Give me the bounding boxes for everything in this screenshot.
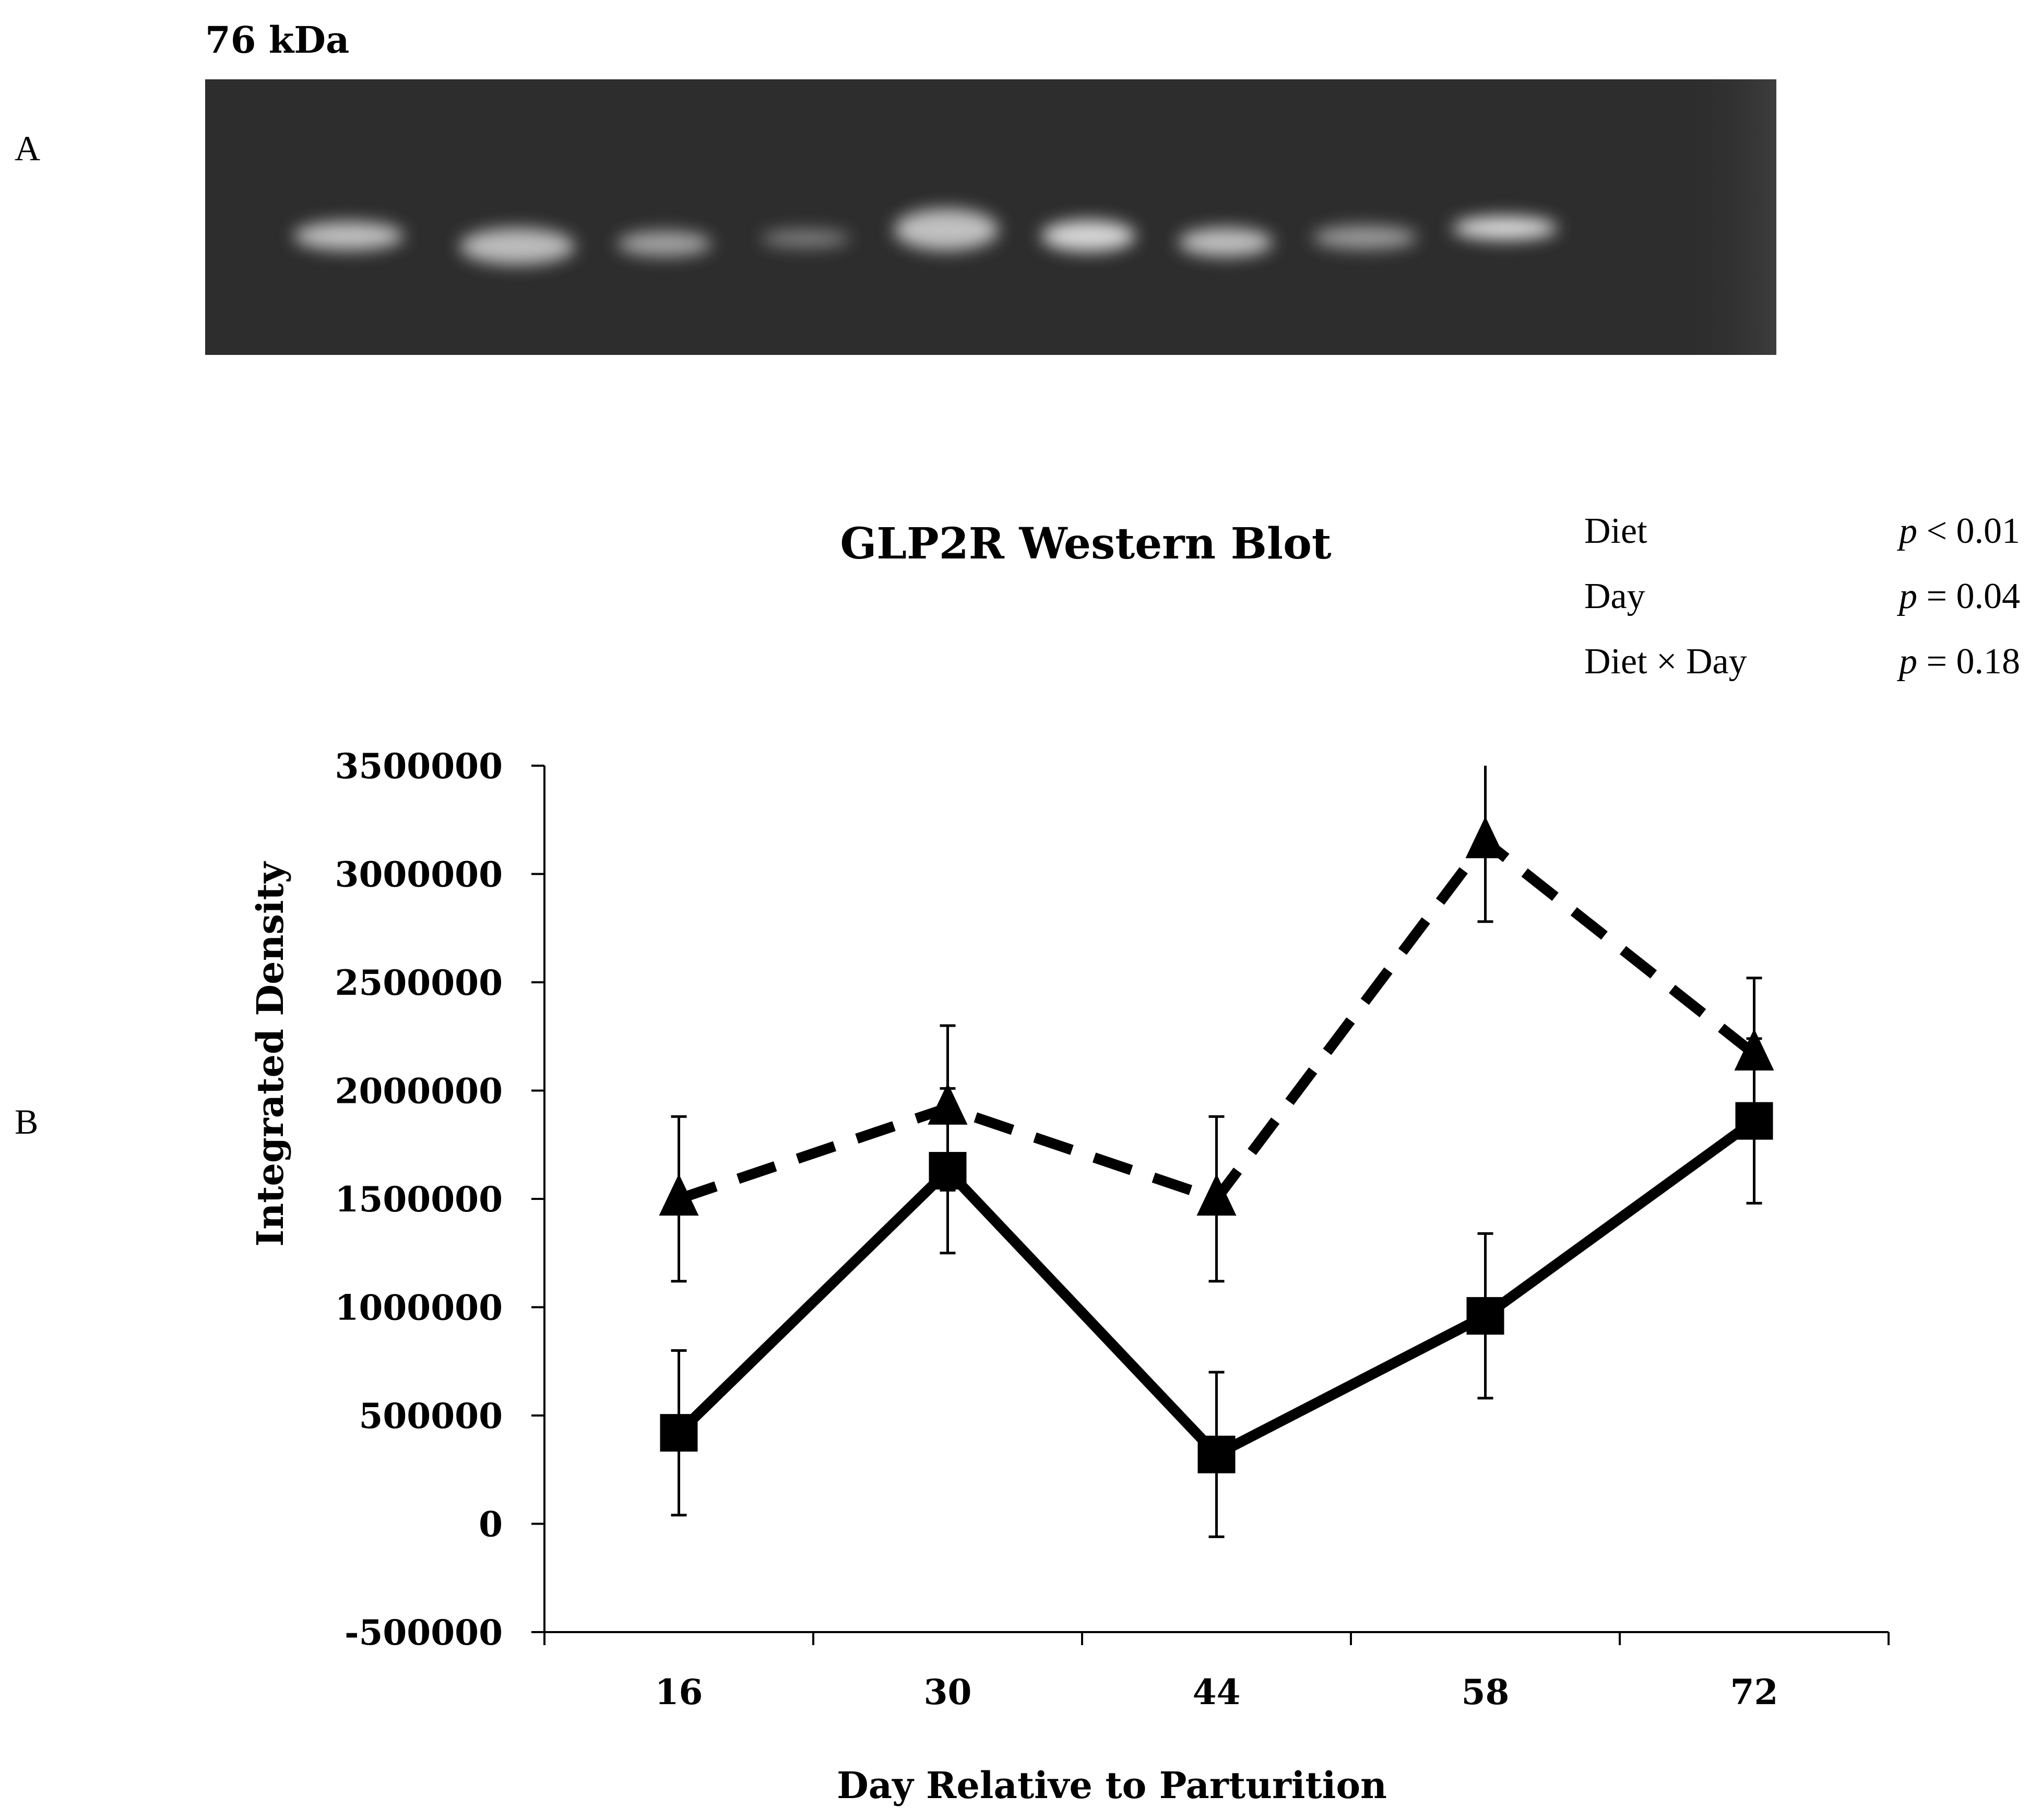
stats-p-value: p < 0.01 <box>1896 511 2020 551</box>
blot-band <box>294 221 404 251</box>
western-blot-image <box>205 79 1776 355</box>
blot-bands <box>294 79 1776 355</box>
data-point-square <box>929 1152 967 1190</box>
stats-p-value: p = 0.04 <box>1896 576 2020 616</box>
data-point-square <box>1735 1102 1773 1140</box>
x-tick-label: 44 <box>1193 1672 1241 1712</box>
x-tick-label: 72 <box>1730 1672 1778 1712</box>
data-point-square <box>660 1414 698 1452</box>
stats-p-value: p = 0.18 <box>1896 641 2020 682</box>
axes: -500000 0 500000 1000000 1500000 2000000 25000… <box>335 746 1890 1712</box>
data-point-triangle <box>1196 1174 1237 1216</box>
y-tick-label: -500000 <box>345 1612 503 1653</box>
series-dashed <box>659 766 1774 1283</box>
x-tick-label: 58 <box>1462 1672 1510 1712</box>
blot-band <box>1179 228 1273 257</box>
y-axis-label: Integrated Density <box>248 861 292 1246</box>
blot-band <box>460 228 575 265</box>
series-layer <box>659 766 1774 1538</box>
y-tick-label: 3000000 <box>335 854 503 895</box>
chart-title: GLP2R Western Blot <box>840 519 1331 569</box>
blot-band <box>1041 220 1135 252</box>
panel-label-a: A <box>15 128 41 168</box>
y-tick-label: 1000000 <box>335 1288 503 1328</box>
x-tick-label: 16 <box>655 1672 703 1712</box>
y-tick-label: 2000000 <box>335 1071 503 1112</box>
x-axis-label: Day Relative to Parturition <box>837 1764 1387 1807</box>
y-tick-label: 1500000 <box>335 1179 503 1220</box>
blot-band <box>894 209 999 251</box>
y-tick-label: 0 <box>479 1504 503 1545</box>
blot-band <box>761 230 850 247</box>
data-point-triangle <box>1465 816 1505 859</box>
data-point-triangle <box>659 1174 699 1216</box>
blot-band <box>1313 225 1417 249</box>
y-tick-label: 500000 <box>359 1396 503 1436</box>
y-tick-label: 3500000 <box>335 746 503 787</box>
data-point-square <box>1466 1297 1504 1335</box>
x-tick-label: 30 <box>924 1672 972 1712</box>
molecular-weight-label: 76 kDa <box>205 18 350 62</box>
stats-term: Day <box>1584 576 1645 616</box>
series-solid <box>660 1037 1773 1538</box>
stats-table: Diet p < 0.01 Day p = 0.04 Diet × Day p = 0.1… <box>1584 511 2020 682</box>
stats-term: Diet <box>1584 511 1647 551</box>
data-point-square <box>1197 1435 1236 1473</box>
y-tick-label: 2500000 <box>335 962 503 1003</box>
panel-label-b: B <box>15 1102 39 1141</box>
stats-term: Diet × Day <box>1584 641 1747 682</box>
blot-band <box>1453 216 1557 240</box>
blot-band <box>618 231 711 256</box>
